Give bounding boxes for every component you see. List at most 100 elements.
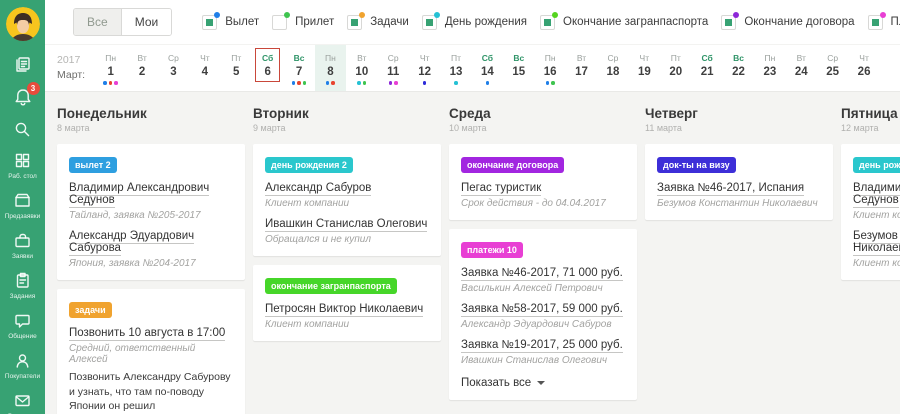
sidebar-item-orders[interactable]: Заявки xyxy=(12,231,33,260)
day-cell[interactable]: Пт 5 xyxy=(221,45,252,91)
card-entries: Заявка №46-2017, Испания Безумов Констан… xyxy=(657,182,821,209)
filter-item[interactable]: День рождения xyxy=(421,11,527,30)
entry-title-text: Заявка №46-2017, Испания xyxy=(657,182,805,196)
day-cell[interactable]: Пн 1 xyxy=(95,45,126,91)
entry-title-link[interactable]: Александр Сабуров xyxy=(265,182,429,196)
day-cell[interactable]: Вт 17 xyxy=(566,45,597,91)
sidebar-item-preorders[interactable]: Предзаявки xyxy=(5,191,40,220)
day-cell[interactable]: Чт 19 xyxy=(629,45,660,91)
day-cell[interactable]: Сб 6 xyxy=(252,45,283,91)
day-cell[interactable]: Вс 15 xyxy=(503,45,534,91)
scope-toggle: Все Мои xyxy=(73,8,173,36)
card-entry: Безумов Константин Николаевич Клиент ком… xyxy=(853,230,900,269)
filter-color-dot xyxy=(214,11,221,18)
entry-title-link[interactable]: Заявка №58-2017, 59 000 руб. xyxy=(461,303,625,317)
sidebar-item-notifications[interactable]: 3 xyxy=(13,82,40,107)
sidebar-item-search[interactable] xyxy=(13,120,32,139)
event-dots xyxy=(817,81,848,85)
day-cell[interactable]: Вт 24 xyxy=(786,45,817,91)
entry-title-link[interactable]: Позвонить 10 августа в 17:00 xyxy=(69,327,233,341)
entry-title-link[interactable]: Владимир Александрович Седунов xyxy=(69,182,233,208)
avatar-illustration xyxy=(5,7,40,41)
day-cell[interactable]: Пт 20 xyxy=(660,45,691,91)
entry-title-link[interactable]: Петросян Виктор Николаевич xyxy=(265,303,429,317)
filter-item[interactable]: Прилет xyxy=(272,11,334,30)
entry-title-link[interactable]: Пегас туристик xyxy=(461,182,625,196)
filter-item[interactable]: Задачи xyxy=(347,11,409,30)
toggle-all-button[interactable]: Все xyxy=(74,9,122,35)
sidebar-item-chat[interactable]: Общение xyxy=(8,311,37,340)
day-number: 17 xyxy=(575,66,588,78)
filter-item[interactable]: Платежи xyxy=(867,11,900,30)
event-dots xyxy=(786,81,817,85)
sidebar-item-desktop[interactable]: Раб. стол xyxy=(8,151,37,180)
filter-checkbox[interactable] xyxy=(867,11,886,30)
day-cell[interactable]: Вт 2 xyxy=(126,45,157,91)
day-cell[interactable]: Пн 16 xyxy=(534,45,565,91)
day-cell[interactable]: Ср 18 xyxy=(597,45,628,91)
event-dots xyxy=(723,81,754,85)
filter-checkbox[interactable] xyxy=(540,11,559,30)
filter-item[interactable]: Окончание договора xyxy=(721,11,855,30)
filter-checkbox[interactable] xyxy=(272,11,291,30)
day-cell[interactable]: Пт 13 xyxy=(440,45,471,91)
checkbox-checked-mark xyxy=(351,18,359,26)
filter-item[interactable]: Окончание загранпаспорта xyxy=(540,11,708,30)
day-cell[interactable]: Вт 10 xyxy=(346,45,377,91)
filter-checkbox[interactable] xyxy=(421,11,440,30)
filter-checkbox[interactable] xyxy=(347,11,366,30)
day-number: 13 xyxy=(449,66,463,78)
sidebar-label-orders: Заявки xyxy=(12,253,33,260)
event-dots xyxy=(848,81,879,85)
day-cell[interactable]: Ср 11 xyxy=(378,45,409,91)
day-of-week-label: Пн xyxy=(325,53,336,63)
event-dots xyxy=(534,81,565,85)
event-dots xyxy=(126,81,157,85)
entry-title-link[interactable]: Безумов Константин Николаевич xyxy=(853,230,900,256)
day-cell[interactable]: Чт 4 xyxy=(189,45,220,91)
day-cell[interactable]: Сб 14 xyxy=(472,45,503,91)
entry-title-link[interactable]: Ивашкин Станислав Олегович xyxy=(265,218,429,232)
day-cell[interactable]: Вс 22 xyxy=(723,45,754,91)
show-all-link[interactable]: Показать все xyxy=(461,377,625,389)
toggle-mine-button[interactable]: Мои xyxy=(121,9,172,35)
entry-title-link[interactable]: Владимир Александрович Седунов xyxy=(853,182,900,208)
column-date: 10 марта xyxy=(449,123,487,133)
sidebar-item-customers[interactable]: Покупатели xyxy=(5,351,40,380)
envelope-icon xyxy=(15,395,30,407)
filter-item[interactable]: Вылет xyxy=(202,11,259,30)
event-dots xyxy=(754,81,785,85)
bell-icon xyxy=(15,89,30,106)
entry-title-link[interactable]: Заявка №46-2017, Испания xyxy=(657,182,821,196)
day-cell[interactable]: Вс 7 xyxy=(283,45,314,91)
entry-title-link[interactable]: Заявка №46-2017, 71 000 руб. xyxy=(461,267,625,281)
event-type-badge: док-ты на визу xyxy=(657,157,736,173)
entry-subtitle: Ивашкин Станислав Олегович xyxy=(461,355,608,366)
sidebar-item-tasks[interactable]: Задания xyxy=(10,271,35,300)
sidebar-item-news[interactable] xyxy=(13,55,32,74)
day-cell[interactable]: Чт 12 xyxy=(409,45,440,91)
day-cell[interactable]: Пн 8 xyxy=(314,45,347,91)
filter-checkbox[interactable] xyxy=(721,11,740,30)
filter-checkbox[interactable] xyxy=(202,11,221,30)
search-icon xyxy=(15,122,30,137)
day-cell[interactable]: Чт 26 xyxy=(848,45,879,91)
card-entry: Пегас туристик Срок действия - до 04.04.… xyxy=(461,182,625,209)
event-dots xyxy=(629,81,660,85)
user-avatar[interactable] xyxy=(5,7,40,41)
day-cell[interactable]: Ср 3 xyxy=(158,45,189,91)
day-cell[interactable]: Пн 23 xyxy=(754,45,785,91)
day-of-week-label: Вт xyxy=(357,53,367,63)
entry-title-link[interactable]: Александр Эдуардович Сабурова xyxy=(69,230,233,256)
event-dots xyxy=(283,81,314,85)
sidebar-item-mail[interactable]: Рассылки xyxy=(8,391,37,414)
entry-title-link[interactable]: Заявка №19-2017, 25 000 руб. xyxy=(461,339,625,353)
event-card: день рождения 2 Александр Сабуров Клиент… xyxy=(253,144,441,256)
entry-title-text: Безумов Константин Николаевич xyxy=(853,230,900,256)
filter-color-dot xyxy=(733,11,740,18)
day-cell[interactable]: Сб 21 xyxy=(691,45,722,91)
entry-subtitle: Средний, ответственный Алексей xyxy=(69,343,196,365)
notification-badge: 3 xyxy=(26,82,40,95)
entry-subtitle: Клиент компании xyxy=(853,210,900,221)
day-cell[interactable]: Ср 25 xyxy=(817,45,848,91)
